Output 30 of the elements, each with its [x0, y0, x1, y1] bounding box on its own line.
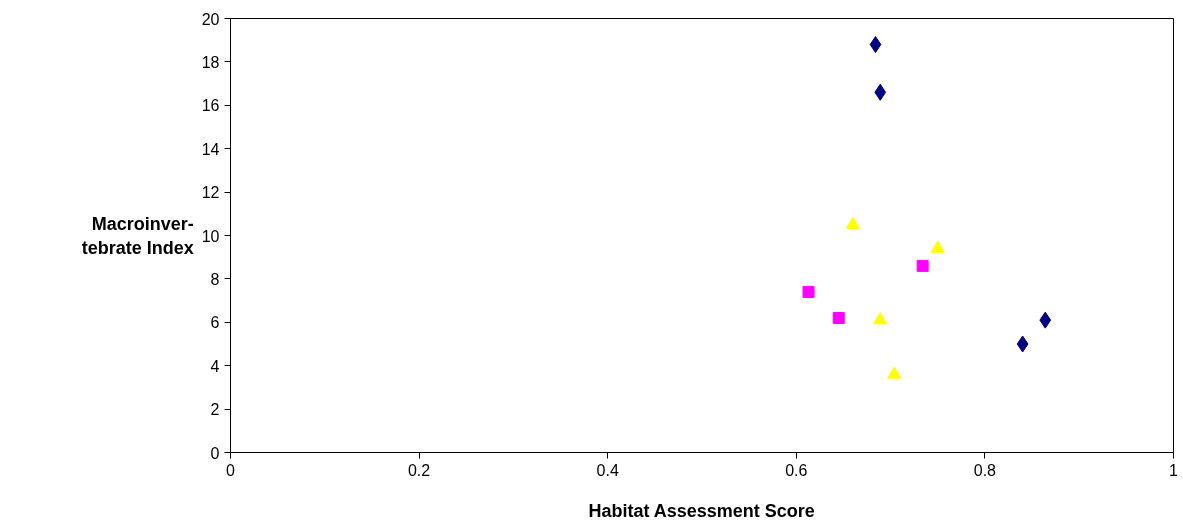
x-axis-title: Habitat Assessment Score [588, 500, 815, 521]
x-tick-label: 0.4 [596, 461, 619, 479]
point [930, 240, 945, 253]
y-tick-label: 0 [210, 444, 220, 462]
x-tick-label: 0.8 [973, 461, 997, 479]
y-tick-label: 8 [210, 270, 220, 288]
point [916, 259, 929, 272]
x-tick-label: 0.6 [785, 461, 808, 479]
y-tick-label: 18 [201, 53, 220, 71]
point [832, 311, 845, 324]
x-tick-label: 1 [1169, 461, 1179, 479]
point [1016, 335, 1029, 353]
point [802, 285, 815, 298]
point [873, 312, 888, 325]
y-tick-label: 10 [201, 227, 220, 245]
y-tick-label: 2 [210, 401, 220, 419]
point [869, 36, 882, 54]
point [845, 216, 860, 229]
y-axis-title: Macroinver- tebrate Index [81, 213, 194, 258]
y-tick-label: 16 [201, 97, 220, 115]
x-tick-label: 0 [226, 461, 236, 479]
y-tick-label: 12 [201, 184, 220, 202]
y-tick-label: 4 [210, 357, 220, 375]
y-tick-label: 20 [201, 10, 220, 28]
y-tick-label: 14 [201, 140, 220, 158]
point [887, 366, 902, 379]
y-tick-label: 6 [210, 314, 220, 332]
point [1039, 311, 1052, 329]
point [874, 83, 887, 101]
x-tick-label: 0.2 [407, 461, 431, 479]
